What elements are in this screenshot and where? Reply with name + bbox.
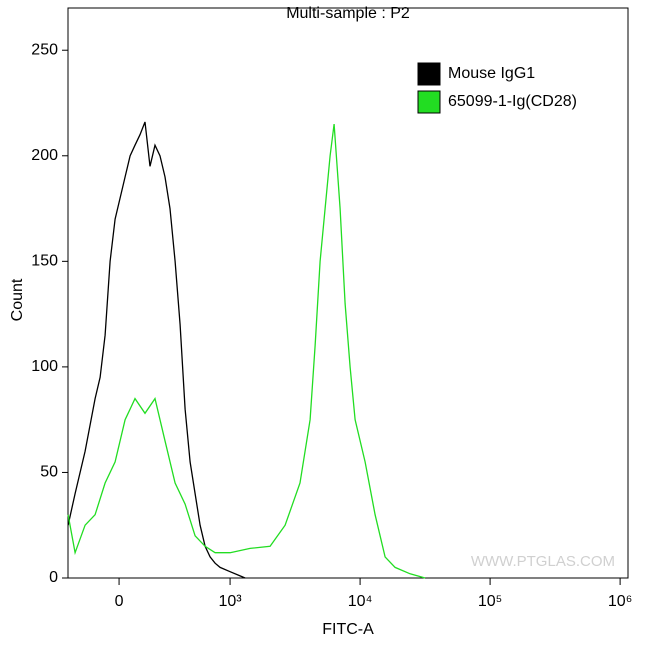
x-tick-label: 10³: [219, 593, 243, 610]
watermark: WWW.PTGLAS.COM: [471, 553, 615, 570]
x-tick-label: 0: [115, 593, 124, 610]
series-line: [67, 124, 426, 579]
legend-label: Mouse IgG1: [448, 65, 535, 82]
y-tick-label: 50: [40, 464, 58, 481]
legend-swatch: [417, 62, 441, 86]
legend-label: 65099-1-Ig(CD28): [448, 93, 577, 110]
x-axis-label: FITC-A: [322, 621, 374, 638]
chart-title: Multi-sample : P2: [286, 5, 410, 22]
legend-swatch: [417, 90, 441, 114]
y-axis-label: Count: [9, 278, 26, 321]
y-tick-label: 200: [31, 147, 58, 164]
y-tick-label: 0: [49, 569, 58, 586]
y-tick-label: 250: [31, 41, 58, 58]
x-tick-label: 10⁵: [478, 593, 502, 610]
x-tick-label: 10⁴: [348, 593, 373, 610]
y-tick-label: 150: [31, 253, 58, 270]
series-line: [67, 121, 246, 579]
plot-frame: [67, 7, 629, 579]
y-tick-label: 100: [31, 358, 58, 375]
x-tick-label: 10⁶: [608, 593, 632, 610]
